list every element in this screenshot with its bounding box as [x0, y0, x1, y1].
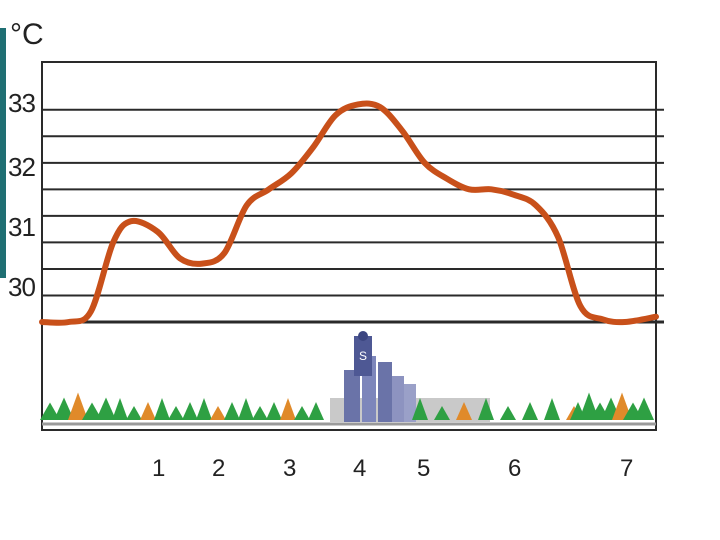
y-unit-label: °C [10, 18, 44, 51]
tree [434, 406, 450, 420]
tree [224, 402, 240, 420]
tree [500, 406, 516, 420]
city-tower-top [358, 331, 368, 341]
temperature-curve [39, 100, 659, 326]
city-tower [354, 336, 372, 376]
curve-layer [39, 100, 659, 326]
y-tick-label: 32 [8, 152, 36, 182]
city-building [344, 370, 360, 422]
tree [252, 406, 268, 420]
tree [126, 406, 142, 420]
tree [238, 398, 254, 420]
tree [522, 402, 538, 420]
tree [210, 406, 226, 420]
tree-row [40, 392, 654, 420]
y-tick-label: 33 [8, 88, 36, 118]
landscape-illustration: S [40, 331, 656, 426]
tree [544, 398, 560, 420]
plot-frame [41, 61, 657, 431]
tree [68, 392, 88, 420]
tree [412, 398, 428, 420]
tree [54, 397, 74, 420]
x-tick-label: 7 [620, 455, 634, 482]
x-tick-label: 5 [417, 455, 431, 482]
tree [308, 402, 324, 420]
x-tick-label: 6 [508, 455, 522, 482]
tree [294, 406, 310, 420]
x-tick-label: 1 [152, 455, 166, 482]
city-building [404, 384, 416, 422]
grid-lines [42, 108, 664, 324]
tree [182, 402, 198, 420]
tree [140, 402, 156, 420]
tree [112, 398, 128, 420]
x-tick-label: 4 [353, 455, 367, 482]
tree [96, 397, 116, 420]
tree [266, 402, 282, 420]
tree [196, 398, 212, 420]
y-tick-label: 31 [8, 212, 36, 242]
tree [154, 398, 170, 420]
tree [456, 402, 472, 420]
city-building [392, 376, 404, 422]
accent-bar [0, 28, 6, 278]
y-tick-label: 30 [8, 272, 36, 302]
tree [82, 402, 102, 420]
tree [280, 398, 296, 420]
x-tick-label: 3 [283, 455, 297, 482]
tree [168, 406, 184, 420]
tree [478, 398, 494, 420]
city-tower-sign: S [359, 349, 367, 363]
tree [634, 397, 654, 420]
x-tick-label: 2 [212, 455, 226, 482]
tree [40, 402, 60, 420]
city-building [378, 362, 392, 422]
